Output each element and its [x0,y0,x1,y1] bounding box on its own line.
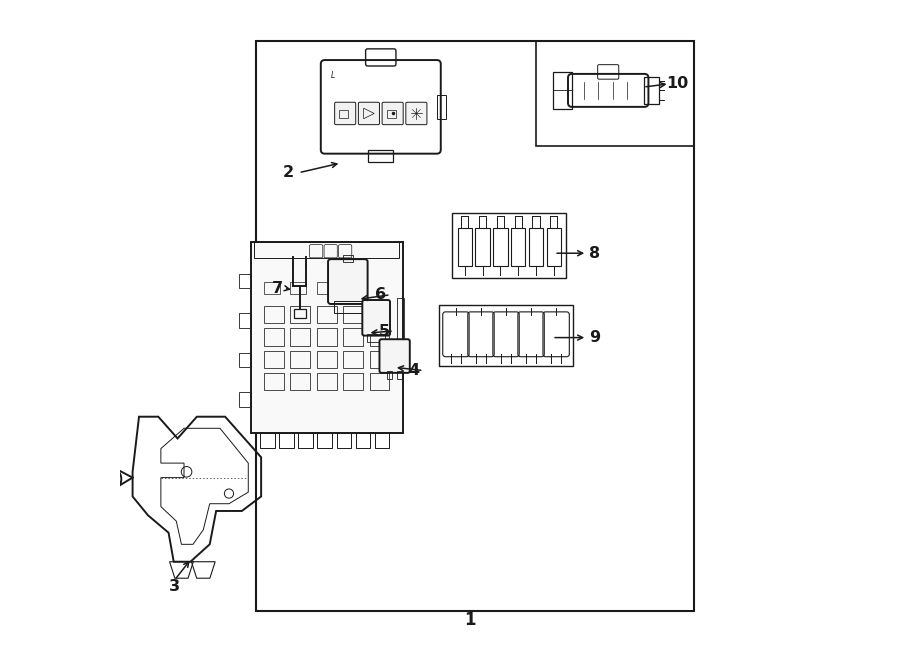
Bar [339,110,348,118]
Bar [299,433,313,448]
Bar [554,72,572,109]
Bar [367,334,385,342]
Bar [264,282,280,294]
Bar [439,305,573,366]
Bar [293,308,306,318]
FancyBboxPatch shape [380,339,410,373]
Bar [318,433,332,448]
Text: 2: 2 [283,166,294,180]
Bar [370,328,390,346]
Bar [370,351,390,368]
Bar [317,328,337,346]
Bar [317,306,337,323]
Bar [254,242,400,258]
FancyBboxPatch shape [335,102,356,124]
Bar [546,228,561,265]
Bar [291,282,306,294]
Bar [387,110,396,118]
Bar [291,306,310,323]
Bar [493,228,508,265]
Bar [343,255,353,261]
Text: 5: 5 [379,324,390,338]
Bar [644,77,659,103]
FancyBboxPatch shape [328,259,367,304]
Text: 4: 4 [409,363,419,378]
Text: 10: 10 [666,76,688,91]
Bar [239,273,251,288]
Bar [260,433,274,448]
Bar [343,282,359,294]
Bar [368,150,393,162]
Text: L: L [330,71,335,80]
Bar [251,242,402,433]
Text: 6: 6 [375,287,386,303]
Bar [356,433,370,448]
Text: 7: 7 [272,281,283,296]
Text: 9: 9 [590,330,600,345]
FancyBboxPatch shape [363,300,390,336]
Text: 8: 8 [590,246,600,261]
Bar [264,373,284,391]
Bar [511,228,526,265]
Bar [343,373,363,391]
Bar [317,373,337,391]
FancyBboxPatch shape [358,102,380,124]
Bar [529,228,544,265]
Bar [536,41,694,146]
Text: 3: 3 [169,579,180,594]
Bar [387,371,392,379]
Bar [317,351,337,368]
Bar [475,228,490,265]
Bar [279,433,293,448]
FancyBboxPatch shape [406,102,427,124]
Bar [264,351,284,368]
Bar [239,353,251,367]
FancyBboxPatch shape [382,102,403,124]
Bar [397,371,402,379]
Bar [370,306,390,323]
Bar [453,213,566,277]
Bar [291,373,310,391]
Bar [256,41,694,611]
Bar [457,228,472,265]
Bar [291,351,310,368]
Bar [343,306,363,323]
Text: 1: 1 [464,611,475,629]
Bar [264,328,284,346]
Bar [343,351,363,368]
Bar [436,95,446,118]
Bar [343,328,363,346]
Bar [264,306,284,323]
Bar [370,373,390,391]
Bar [397,298,404,351]
Bar [291,328,310,346]
Bar [239,313,251,328]
Bar [334,301,362,313]
Bar [239,393,251,407]
Bar [317,282,333,294]
Bar [374,433,390,448]
Bar [337,433,351,448]
